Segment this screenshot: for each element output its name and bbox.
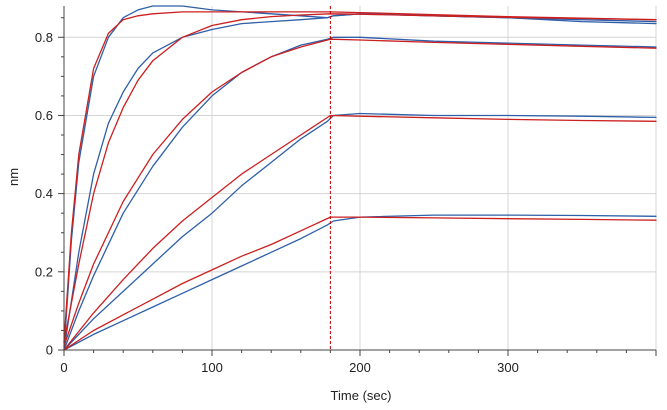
y-axis-title: nm	[6, 168, 21, 186]
measured-curve-line	[63, 112, 657, 351]
x-tick-label: 200	[349, 360, 371, 375]
measured-curve-line	[63, 214, 657, 351]
y-tick-label: 0	[46, 343, 53, 358]
x-tick-label: 0	[60, 360, 67, 375]
series-group	[63, 5, 657, 351]
fit-curve-line	[63, 13, 657, 343]
fit-curve-line	[63, 114, 657, 351]
fit-curve-line	[63, 216, 657, 351]
axes: 0 0.2 0.4 0.6 0.8 0 100 200 300	[35, 6, 657, 375]
y-tick-label: 0.2	[35, 264, 53, 279]
x-axis-title: Time (sec)	[331, 388, 392, 403]
x-tick-label: 300	[497, 360, 519, 375]
y-tick-label: 0.6	[35, 108, 53, 123]
fit-curve-line	[63, 38, 657, 347]
y-tick-label: 0.4	[35, 186, 53, 201]
y-tick-label: 0.8	[35, 30, 53, 45]
x-tick-label: 100	[201, 360, 223, 375]
fit-curve-line	[63, 11, 657, 343]
